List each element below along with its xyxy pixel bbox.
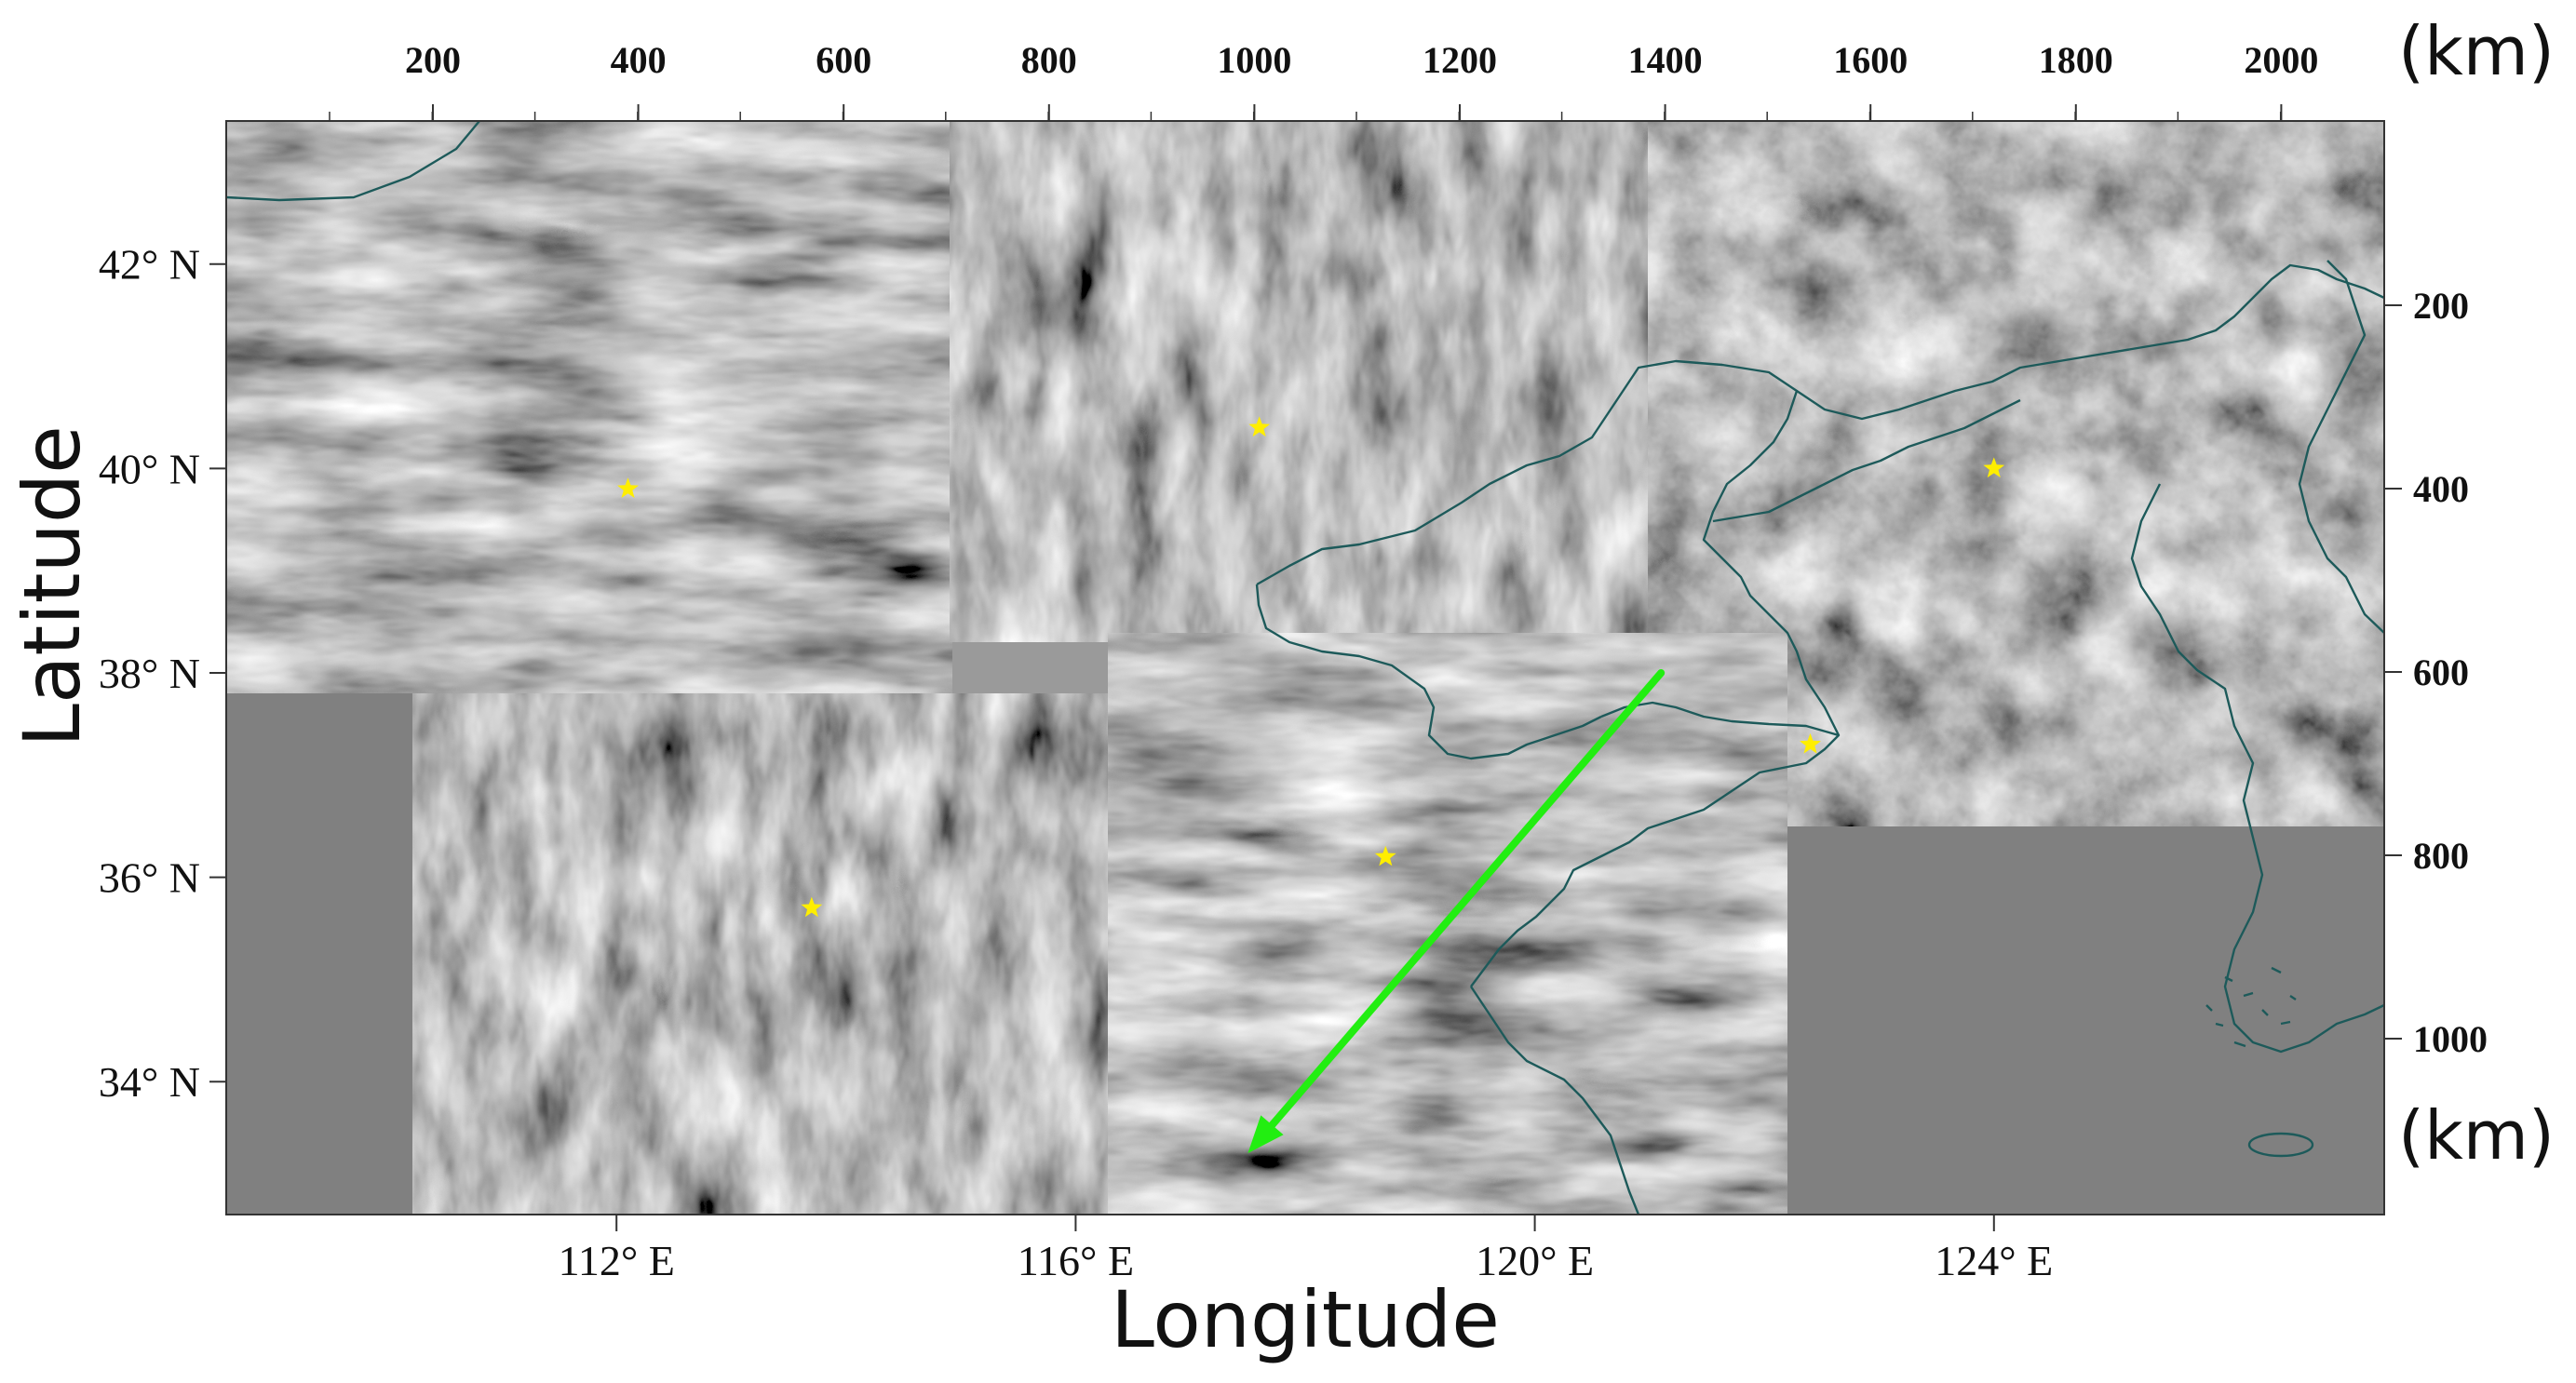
tile-northwest: [226, 121, 952, 693]
tile-north-center: [950, 121, 1750, 642]
longitude-tick-label: 116° E: [1018, 1237, 1134, 1284]
imagery-tiles: [226, 121, 2384, 1215]
top-km-tick-label: 1400: [1628, 39, 1703, 81]
korea-coast-west: [2130, 483, 2384, 1054]
shandong-coast: [1470, 701, 1841, 987]
coastlines: [226, 121, 2384, 1215]
longitude-axis: 112° E 116° E 120° E 124° E: [559, 1215, 2053, 1284]
station-star-icon: [1248, 416, 1271, 437]
station-markers: [617, 416, 2005, 918]
liaodong-south: [1712, 398, 2021, 523]
top-km-tick-label: 1800: [2039, 39, 2113, 81]
station-star-icon: [1374, 845, 1396, 866]
latitude-tick-label: 34° N: [99, 1058, 200, 1106]
right-unit-label: (km): [2398, 1096, 2555, 1175]
arrow-head-icon: [1248, 1115, 1284, 1154]
top-km-tick-label: 1200: [1423, 39, 1497, 81]
jeju-island: [2247, 1132, 2314, 1158]
latitude-tick-label: 38° N: [99, 650, 200, 697]
x-axis-label: Longitude: [1111, 1274, 1500, 1365]
no-data-southeast: [1787, 826, 2384, 1215]
right-km-tick-label: 200: [2413, 285, 2469, 327]
liaodong-coast: [1796, 263, 2384, 421]
right-km-tick-label: 800: [2413, 835, 2469, 877]
korea-coast-north: [2298, 260, 2384, 634]
station-star-icon: [617, 477, 639, 498]
longitude-tick-label: 120° E: [1476, 1237, 1594, 1284]
top-unit-label: (km): [2398, 12, 2555, 90]
top-km-tick-label: 800: [1021, 39, 1077, 81]
latitude-tick-label: 40° N: [99, 445, 200, 492]
latitude-tick-label: 36° N: [99, 854, 200, 902]
korea-islands: [2205, 966, 2297, 1048]
direction-arrow: [1248, 668, 1666, 1154]
right-km-tick-label: 1000: [2413, 1018, 2488, 1060]
no-data-west: [226, 693, 412, 1215]
right-km-tick-label: 400: [2413, 468, 2469, 510]
longitude-tick-label: 124° E: [1935, 1237, 2053, 1284]
top-km-tick-label: 600: [816, 39, 871, 81]
station-star-icon: [1983, 457, 2005, 478]
arrow-shaft: [1268, 668, 1666, 1129]
top-km-tick-label: 1000: [1217, 39, 1291, 81]
y-axis-label: Latitude: [7, 425, 98, 747]
top-km-tick-label: 1600: [1833, 39, 1908, 81]
bohai-west-coast: [1255, 584, 1602, 760]
latitude-tick-label: 42° N: [99, 241, 200, 289]
plot-frame: [225, 120, 2385, 1215]
right-km-tick-label: 600: [2413, 651, 2469, 693]
latitude-axis: 42° N 40° N 38° N 36° N 34° N: [99, 241, 226, 1106]
northern-border: [226, 121, 480, 202]
station-star-icon: [1800, 732, 1821, 754]
top-km-tick-label: 200: [405, 39, 461, 81]
station-star-icon: [801, 896, 823, 918]
jiangsu-coast: [1470, 986, 1640, 1215]
top-km-tick-label: 2000: [2244, 39, 2318, 81]
longitude-tick-label: 112° E: [559, 1237, 675, 1284]
top-km-axis: 200 400 600 800 1000 1200 1400 1600 1800 2000: [329, 39, 2318, 121]
right-km-axis: 200 400 600 800 1000: [2384, 285, 2488, 1060]
tile-southwest: [412, 693, 1111, 1215]
top-km-tick-label: 400: [611, 39, 667, 81]
